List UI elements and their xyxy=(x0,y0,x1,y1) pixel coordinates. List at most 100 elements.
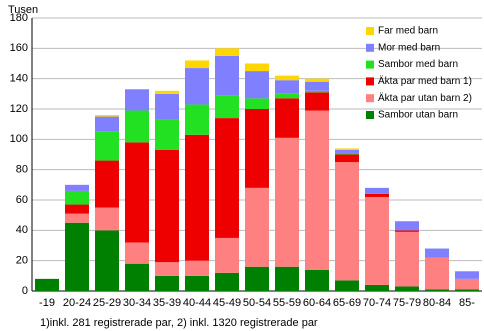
bar-segment xyxy=(245,109,269,188)
bar-segment xyxy=(245,266,269,291)
y-tick-label: 120 xyxy=(10,103,28,115)
x-tick-label: 35-39 xyxy=(153,297,181,309)
bar-segment xyxy=(335,154,359,163)
bar-segment xyxy=(395,286,419,291)
legend-label: Far med barn xyxy=(378,26,438,37)
x-tick-label: 80-84 xyxy=(423,297,451,309)
bar-segment xyxy=(65,213,89,223)
bar-segment xyxy=(365,284,389,291)
bar-segment xyxy=(215,272,239,291)
bar-segment xyxy=(185,68,209,105)
bar-segment xyxy=(215,55,239,96)
bar-segment xyxy=(305,110,329,270)
bar-segment xyxy=(215,118,239,238)
legend-swatch xyxy=(366,111,374,119)
bar-segment xyxy=(305,81,329,91)
bar-segment xyxy=(155,93,179,120)
bar-segment xyxy=(65,204,89,214)
x-tick-label: 60-64 xyxy=(303,297,331,309)
x-tick-label: 70-74 xyxy=(363,297,391,309)
bar-segment xyxy=(65,190,89,205)
legend-label: Mor med barn xyxy=(378,42,440,53)
bar-segment xyxy=(155,90,179,94)
x-tick-label: 20-24 xyxy=(63,297,91,309)
bar-segment xyxy=(425,248,449,258)
legend-label: Sambor utan barn xyxy=(378,110,458,121)
x-tick-label: -19 xyxy=(39,297,55,309)
y-tick-label: 160 xyxy=(10,42,28,54)
bar-segment xyxy=(95,207,119,231)
bar-segment xyxy=(455,278,479,290)
x-tick-label: 30-34 xyxy=(123,297,151,309)
y-tick-label: 20 xyxy=(16,255,28,267)
x-tick-label: 45-49 xyxy=(213,297,241,309)
bar-segment xyxy=(185,260,209,276)
bar-segment xyxy=(245,63,269,72)
bar-segment xyxy=(215,237,239,273)
bar-segment xyxy=(65,184,89,191)
x-tick-label: 40-44 xyxy=(183,297,211,309)
y-axis-label: Tusen xyxy=(8,4,38,16)
bar-segment xyxy=(245,98,269,109)
x-tick-label: 55-59 xyxy=(273,297,301,309)
bar-segment xyxy=(305,90,329,93)
bar-segment xyxy=(95,230,119,291)
x-tick-label: 50-54 xyxy=(243,297,271,309)
bar-segment xyxy=(185,275,209,291)
bar-segment xyxy=(155,119,179,150)
legend-swatch xyxy=(366,27,374,35)
bar-segment xyxy=(125,110,149,143)
bar-segment xyxy=(455,289,479,291)
bar-segment xyxy=(185,104,209,135)
y-tick-label: 40 xyxy=(16,224,28,236)
x-tick-label: 25-29 xyxy=(93,297,121,309)
legend-swatch xyxy=(366,60,374,69)
bar-segment xyxy=(275,266,299,291)
bar-segment xyxy=(275,137,299,267)
footnote: 1)inkl. 281 registrerade par, 2) inkl. 1… xyxy=(40,317,318,329)
bar-segment xyxy=(455,271,479,279)
bar-segment xyxy=(335,152,359,155)
legend-label: Äkta par med barn 1) xyxy=(378,75,472,87)
bar-segment xyxy=(335,148,359,150)
bar-segment xyxy=(275,98,299,138)
bar-segment xyxy=(335,149,359,153)
bar-segment xyxy=(365,196,389,285)
bar-segment xyxy=(35,278,59,291)
x-tick-label: 65-69 xyxy=(333,297,361,309)
bar-segment xyxy=(275,75,299,81)
bar-segment xyxy=(425,289,449,291)
bar-segment xyxy=(95,115,119,117)
bar-segment xyxy=(185,134,209,261)
bar-segment xyxy=(395,221,419,231)
y-tick-label: 180 xyxy=(10,12,28,24)
bar-segment xyxy=(395,230,419,232)
bar-segment xyxy=(365,187,389,194)
bar-segment xyxy=(245,187,269,267)
bar-segment xyxy=(425,257,449,290)
bar-segment xyxy=(125,89,149,111)
bar-segment xyxy=(215,95,239,119)
y-tick-label: 80 xyxy=(16,164,28,176)
bar-segment xyxy=(95,116,119,132)
legend-label: Sambor med barn xyxy=(378,59,458,70)
bar-segment xyxy=(125,142,149,243)
legend-swatch xyxy=(366,94,374,103)
bar-segment xyxy=(305,78,329,82)
bar-segment xyxy=(395,231,419,287)
bar-segment xyxy=(155,262,179,276)
bar-segment xyxy=(185,60,209,69)
bar-segment xyxy=(125,242,149,264)
bar-segment xyxy=(365,193,389,197)
bar-segment xyxy=(155,149,179,263)
bar-segment xyxy=(65,222,89,291)
bar-segment xyxy=(155,275,179,291)
bar-segment xyxy=(95,160,119,208)
y-tick-label: 100 xyxy=(10,133,28,145)
x-tick-label: 85- xyxy=(459,297,475,309)
legend-swatch xyxy=(366,77,374,86)
bar-segment xyxy=(335,280,359,291)
bar-segment xyxy=(335,162,359,281)
y-tick-label: 140 xyxy=(10,73,28,85)
